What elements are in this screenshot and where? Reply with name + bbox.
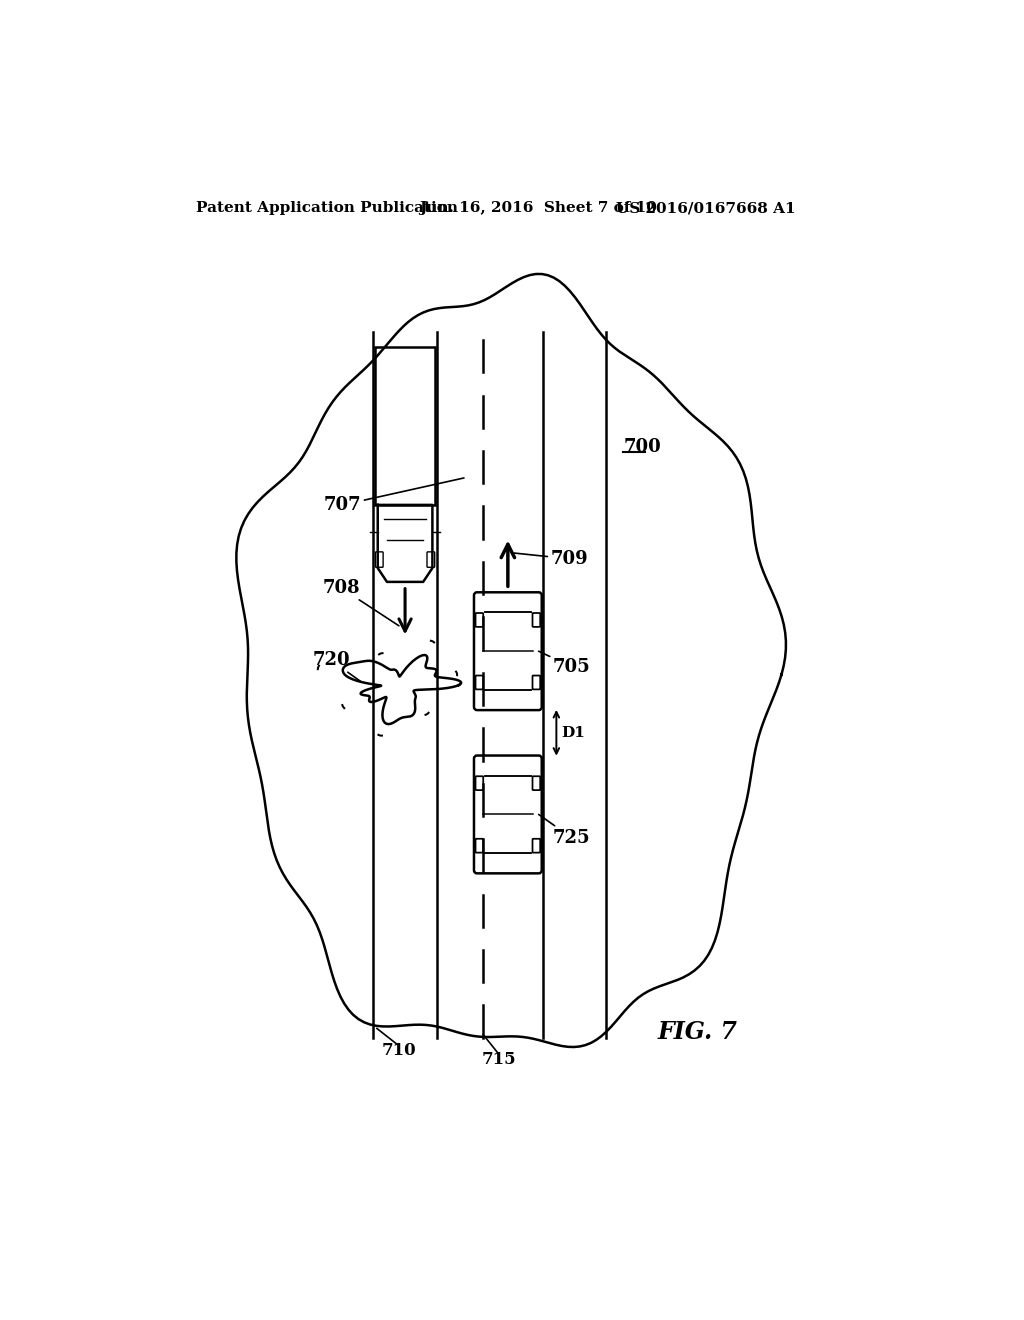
Text: FIG. 7: FIG. 7 <box>658 1020 738 1044</box>
Text: 715: 715 <box>481 1051 516 1068</box>
Text: 707: 707 <box>324 478 464 513</box>
Text: 720: 720 <box>312 652 360 681</box>
Text: 708: 708 <box>323 579 399 626</box>
Text: US 2016/0167668 A1: US 2016/0167668 A1 <box>615 202 796 215</box>
Text: 709: 709 <box>514 550 588 568</box>
Text: Patent Application Publication: Patent Application Publication <box>196 202 458 215</box>
Text: D1: D1 <box>561 726 585 739</box>
Bar <box>375 347 435 506</box>
Text: 705: 705 <box>539 651 590 676</box>
Text: 725: 725 <box>539 814 590 846</box>
Text: 710: 710 <box>381 1041 416 1059</box>
Text: 700: 700 <box>624 438 662 457</box>
Text: Jun. 16, 2016  Sheet 7 of 10: Jun. 16, 2016 Sheet 7 of 10 <box>419 202 657 215</box>
